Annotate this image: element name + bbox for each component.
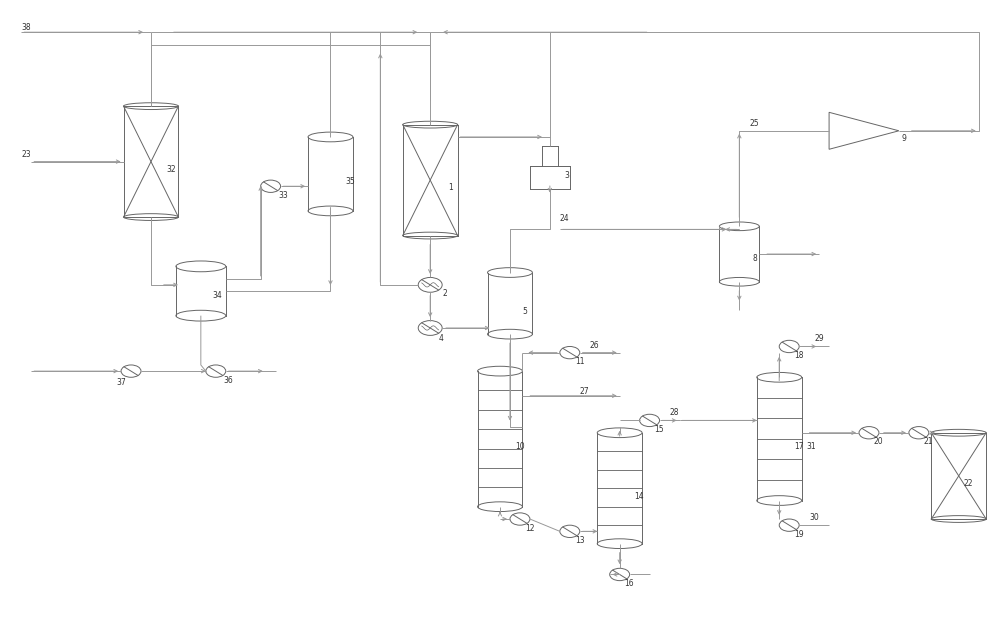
- Text: 21: 21: [924, 437, 933, 446]
- Text: 35: 35: [345, 177, 355, 186]
- Text: 29: 29: [814, 334, 824, 344]
- Text: 32: 32: [166, 165, 176, 174]
- Text: 25: 25: [749, 119, 759, 128]
- Text: 8: 8: [752, 254, 757, 263]
- Text: 28: 28: [670, 409, 679, 417]
- Text: 15: 15: [655, 425, 664, 434]
- Text: 26: 26: [590, 340, 599, 350]
- Text: 2: 2: [442, 290, 447, 298]
- Text: 16: 16: [625, 579, 634, 588]
- Text: 38: 38: [21, 23, 31, 32]
- Text: 23: 23: [21, 150, 31, 158]
- Text: 1: 1: [448, 183, 453, 193]
- Text: 12: 12: [525, 524, 534, 532]
- Text: 13: 13: [575, 536, 584, 545]
- Text: 31: 31: [807, 442, 816, 451]
- Text: 34: 34: [213, 292, 223, 300]
- Text: 10: 10: [515, 442, 525, 451]
- Text: 22: 22: [964, 479, 973, 488]
- Text: 3: 3: [565, 171, 570, 180]
- Text: 33: 33: [279, 191, 288, 200]
- Text: 37: 37: [116, 378, 126, 386]
- Text: 4: 4: [438, 334, 443, 344]
- Text: 5: 5: [522, 306, 527, 316]
- Text: 19: 19: [794, 530, 804, 539]
- Text: 27: 27: [580, 387, 589, 396]
- Text: 9: 9: [902, 134, 907, 143]
- Text: 18: 18: [794, 351, 804, 360]
- Text: 17: 17: [794, 442, 804, 451]
- Text: 24: 24: [560, 214, 569, 223]
- Text: 30: 30: [809, 513, 819, 522]
- Text: 36: 36: [224, 376, 234, 384]
- Text: 20: 20: [874, 437, 884, 446]
- Text: 14: 14: [635, 491, 644, 501]
- Text: 11: 11: [575, 357, 584, 366]
